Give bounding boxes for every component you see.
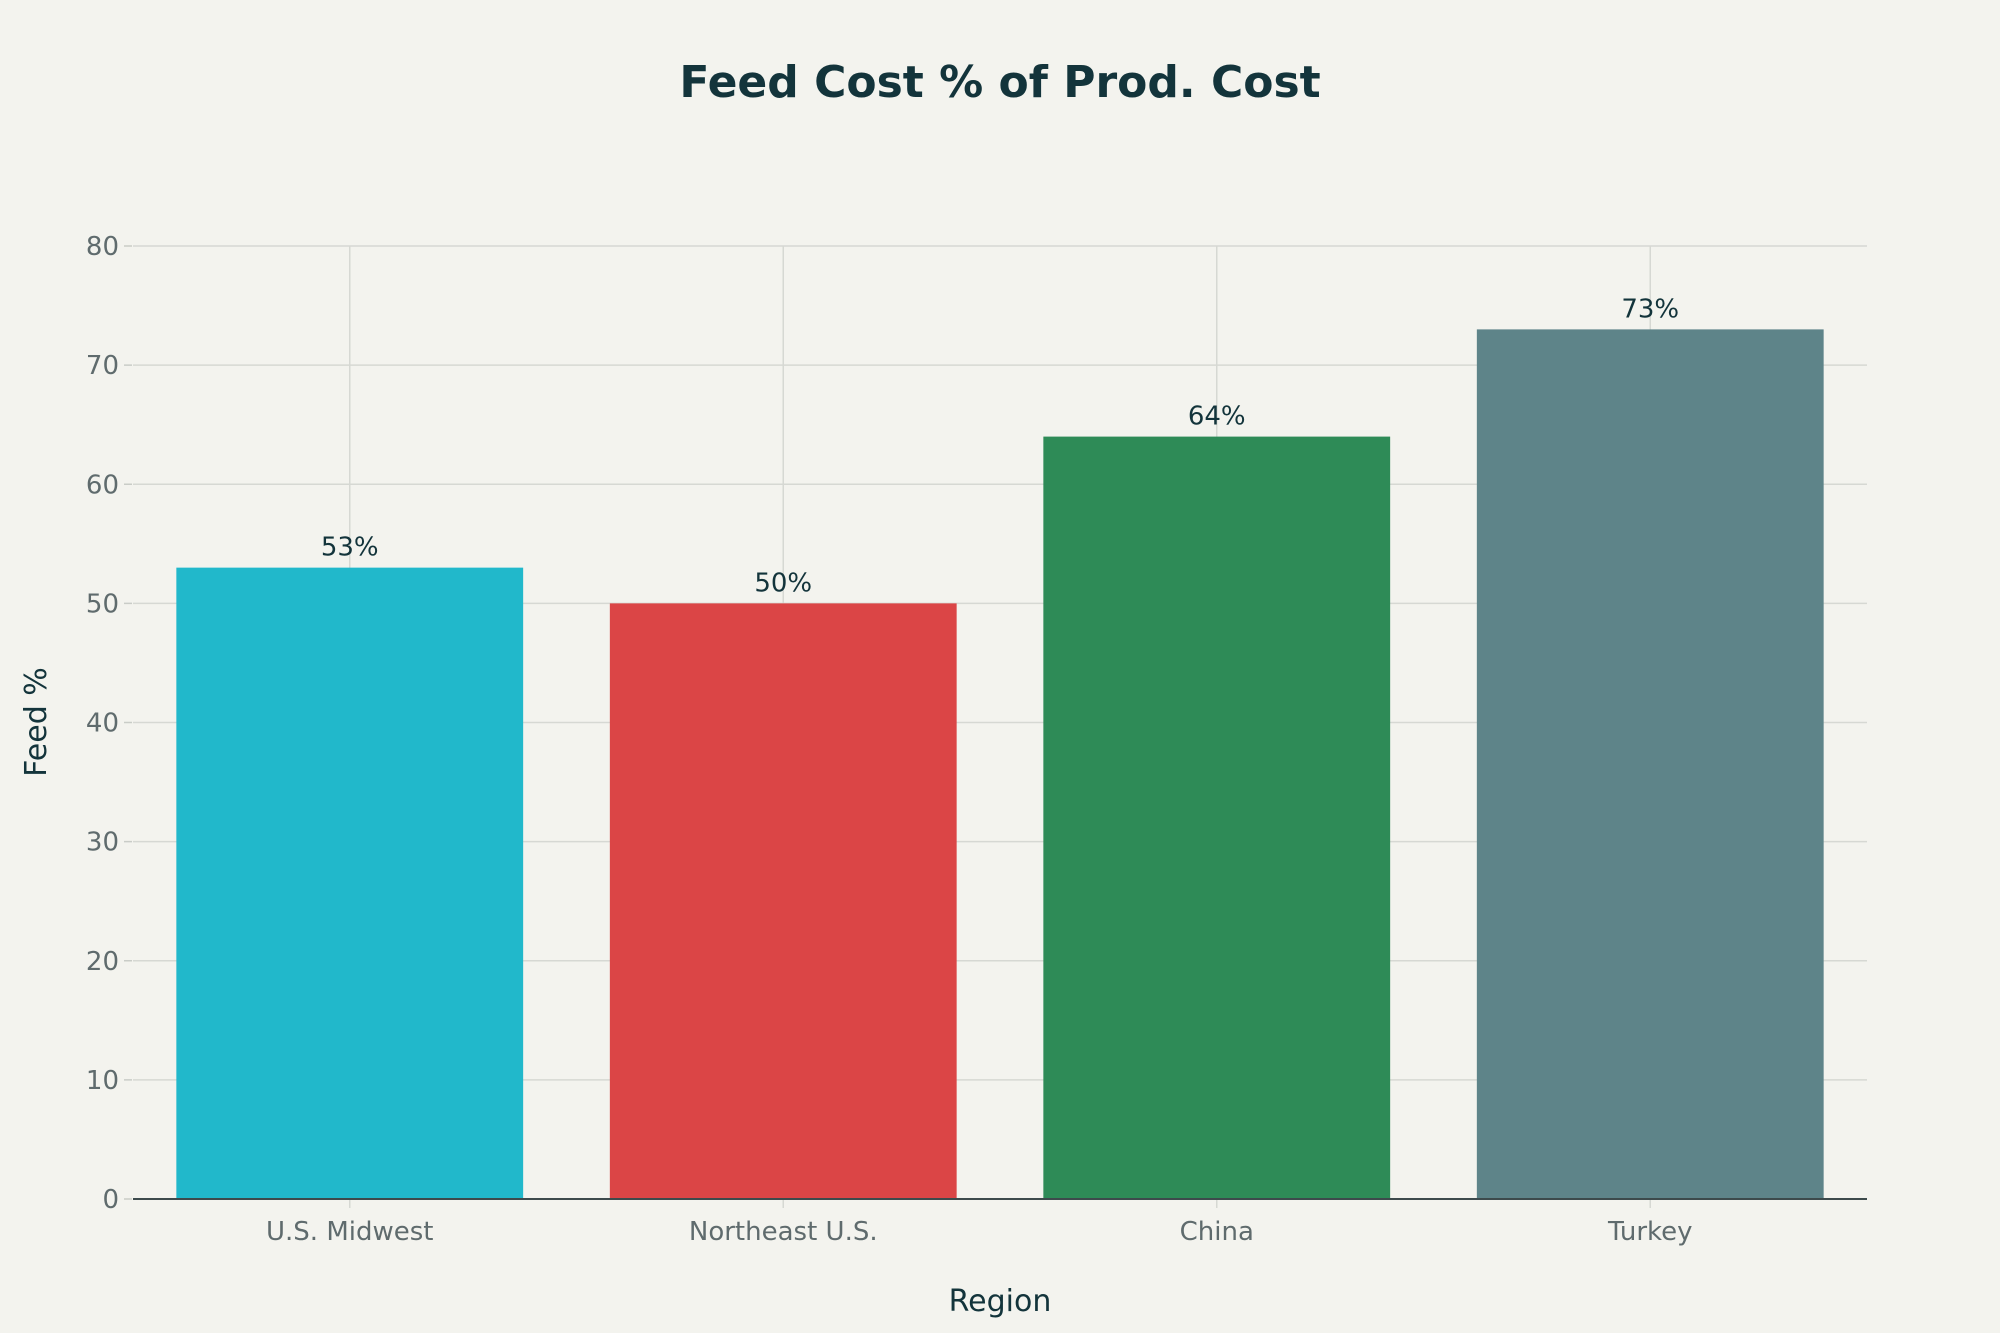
x-tick-label: China: [1180, 1217, 1254, 1247]
y-axis-title: Feed %: [19, 667, 54, 777]
y-axis-ticks: 0 10 20 30 40 50 60 70 80: [86, 232, 132, 1215]
bar-value-label: 64%: [1188, 402, 1246, 432]
bar: [1043, 436, 1391, 1200]
y-tick-label: 50: [86, 589, 119, 619]
y-tick-label: 10: [86, 1066, 119, 1096]
bar: [609, 603, 957, 1199]
y-tick-label: 30: [86, 828, 119, 858]
data-labels: 53% 50% 64% 73%: [321, 294, 1679, 598]
bars: [176, 329, 1824, 1200]
bar: [176, 567, 524, 1199]
x-axis-title: Region: [949, 1284, 1052, 1319]
chart-title: Feed Cost % of Prod. Cost: [679, 57, 1320, 108]
y-tick-label: 20: [86, 947, 119, 977]
bar: [1476, 329, 1824, 1199]
bar-value-label: 53%: [321, 533, 379, 563]
bar-value-label: 50%: [754, 568, 812, 598]
y-tick-label: 80: [86, 232, 119, 262]
y-tick-label: 0: [102, 1185, 119, 1215]
x-axis-ticks: U.S. Midwest Northeast U.S. China Turkey: [266, 1217, 1693, 1247]
bar-value-label: 73%: [1621, 294, 1679, 324]
x-tick-label: Turkey: [1607, 1217, 1693, 1247]
y-tick-label: 70: [86, 351, 119, 381]
x-tick-label: U.S. Midwest: [266, 1217, 434, 1247]
y-tick-label: 60: [86, 470, 119, 500]
y-tick-label: 40: [86, 709, 119, 739]
x-tick-label: Northeast U.S.: [689, 1217, 878, 1247]
